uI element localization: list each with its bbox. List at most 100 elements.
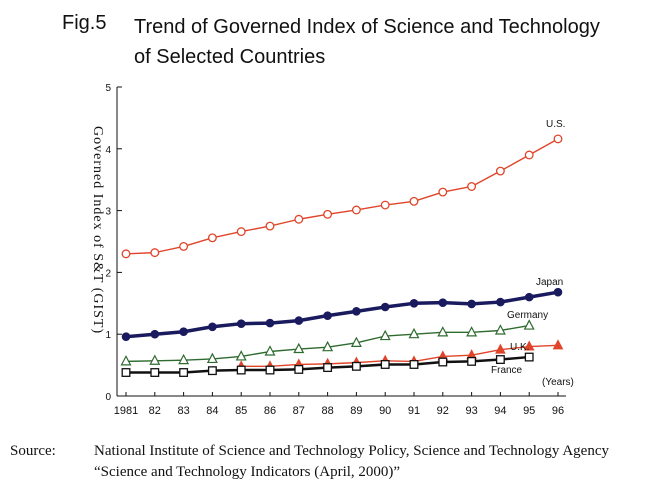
data-point xyxy=(495,166,505,176)
y-tick-label: 1 xyxy=(105,330,111,341)
data-point xyxy=(207,366,217,376)
data-point xyxy=(121,249,131,259)
data-point xyxy=(207,233,217,243)
x-tick-label: 95 xyxy=(523,405,535,417)
x-tick-label: 86 xyxy=(264,405,276,417)
data-point xyxy=(351,361,361,371)
figure-title-line-1: Trend of Governed Index of Science and T… xyxy=(134,16,600,38)
data-point xyxy=(380,360,390,369)
data-point xyxy=(409,360,419,369)
data-point xyxy=(265,221,275,231)
data-point xyxy=(179,327,188,337)
x-tick-label: 83 xyxy=(177,405,189,417)
data-point xyxy=(178,353,190,365)
y-tick-label: 3 xyxy=(105,207,111,218)
data-point xyxy=(524,292,534,302)
figure-title: Trend of Governed Index of Science and T… xyxy=(134,12,600,72)
data-point xyxy=(121,332,131,341)
data-point xyxy=(179,368,189,377)
data-point xyxy=(495,355,505,364)
data-point xyxy=(351,205,361,215)
data-point xyxy=(323,363,333,373)
figure-number: Fig.5 xyxy=(62,12,107,34)
data-point xyxy=(438,298,448,307)
data-point xyxy=(149,354,161,365)
legend-label-3: U.K. xyxy=(510,342,529,353)
y-tick-label: 0 xyxy=(105,392,111,403)
x-tick-label: 92 xyxy=(437,405,449,417)
x-tick-label: 91 xyxy=(408,405,420,417)
y-tick-label: 2 xyxy=(105,268,111,279)
series-line-1 xyxy=(125,290,559,339)
gist-line-chart: 0 1 2 3 4 5 1981 82 83 84 85 86 87 88 89 90 91 92 93 94 95 96… xyxy=(90,83,574,417)
x-tick-label: 88 xyxy=(321,405,333,417)
legend-label-4: France xyxy=(491,365,523,376)
x-tick-label: 84 xyxy=(206,405,218,417)
data-point xyxy=(408,327,420,339)
data-point xyxy=(323,311,332,320)
data-point xyxy=(264,345,276,356)
data-point xyxy=(380,200,390,210)
x-tick-label: 87 xyxy=(293,405,305,417)
x-tick-label: 85 xyxy=(235,405,247,417)
data-point xyxy=(294,316,304,325)
data-point xyxy=(438,187,448,197)
data-point xyxy=(523,340,535,351)
x-tick-label: 90 xyxy=(379,405,391,417)
data-point xyxy=(150,248,160,258)
data-point xyxy=(409,196,419,206)
data-point xyxy=(467,299,476,309)
data-point xyxy=(121,368,131,377)
data-point xyxy=(120,355,132,366)
data-point xyxy=(150,329,160,339)
data-point xyxy=(293,342,305,354)
x-tick-label: 96 xyxy=(552,405,564,417)
data-point xyxy=(523,319,535,330)
data-point xyxy=(179,241,189,251)
data-point xyxy=(236,365,246,375)
data-point xyxy=(350,336,362,347)
data-point xyxy=(236,319,246,328)
data-point xyxy=(467,182,477,191)
data-point xyxy=(379,329,391,341)
series-line-3 xyxy=(241,344,559,368)
legend-label-0: U.S. xyxy=(546,119,565,130)
y-tick-label: 4 xyxy=(105,145,111,156)
data-point xyxy=(294,214,304,224)
x-tick-label: 1981 xyxy=(114,405,138,417)
data-point xyxy=(206,352,218,364)
data-point xyxy=(437,326,449,337)
source-label: Source: xyxy=(10,443,56,459)
data-point xyxy=(294,364,304,374)
data-point xyxy=(380,302,390,312)
data-point xyxy=(467,356,477,366)
data-point xyxy=(552,339,564,350)
y-tick-label: 5 xyxy=(105,83,111,94)
series-line-0 xyxy=(125,138,559,255)
data-point xyxy=(235,350,247,361)
x-tick-label: 94 xyxy=(494,405,506,417)
source-line-2: “Science and Technology Indicators (Apri… xyxy=(94,464,401,480)
figure-title-line-2: of Selected Countries xyxy=(134,46,326,68)
legend-label-2: Germany xyxy=(507,310,548,321)
data-point xyxy=(265,318,275,328)
source-line-1: National Institute of Science and Techno… xyxy=(94,443,609,459)
data-point xyxy=(496,297,505,307)
y-axis-label: Governed Index of S&T (GIST) xyxy=(90,126,105,334)
data-point xyxy=(265,365,275,375)
data-point xyxy=(524,352,534,362)
data-point xyxy=(150,368,160,377)
data-point xyxy=(352,307,361,316)
data-point xyxy=(466,326,478,337)
data-point xyxy=(438,357,448,367)
data-point xyxy=(495,343,506,354)
data-point xyxy=(409,299,419,308)
data-point xyxy=(553,134,563,144)
legend-label-1: Japan xyxy=(536,277,563,288)
x-axis-label: (Years) xyxy=(542,377,574,388)
data-point xyxy=(322,340,334,352)
x-tick-label: 89 xyxy=(350,405,362,417)
data-point xyxy=(236,227,246,237)
x-tick-label: 93 xyxy=(465,405,477,417)
data-point xyxy=(553,287,563,297)
